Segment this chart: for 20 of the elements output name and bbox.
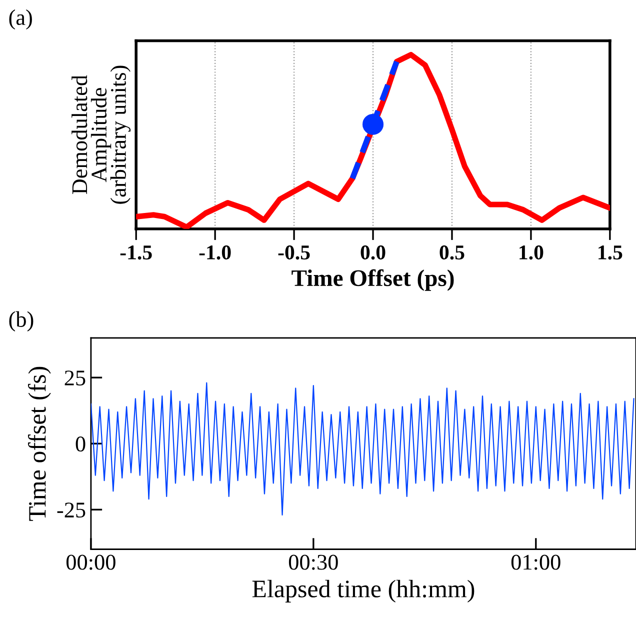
y-tick-label: 0 xyxy=(76,436,86,452)
x-tick-label: 0.5 xyxy=(440,245,464,260)
y-tick-label: -25 xyxy=(57,502,86,518)
x-tick-label: 1.0 xyxy=(520,245,544,260)
x-tick-label: -1.5 xyxy=(120,246,152,260)
x-tick-label: -0.5 xyxy=(278,245,310,260)
x-axis-title: Time Offset (ps) xyxy=(292,269,454,291)
x-tick-label: 00:30 xyxy=(288,554,338,570)
x-tick-label: 1.5 xyxy=(598,246,622,260)
x-tick-label: 0.0 xyxy=(360,245,386,260)
y-tick-label: 25 xyxy=(64,370,86,386)
y-axis-title: Demodulated Amplitude (arbitrary units) xyxy=(72,66,131,204)
text: (b) xyxy=(9,311,34,332)
x-tick-label: 01:00 xyxy=(511,554,560,570)
x-tick-label: -1.0 xyxy=(199,245,231,260)
text: (a) xyxy=(9,9,32,30)
line-series xyxy=(90,382,634,516)
x-tick-label: 00:00 xyxy=(66,554,116,570)
y-axis-title: Time offset (fs) xyxy=(28,366,51,521)
x-axis-title: Elapsed time (hh:mm) xyxy=(252,580,474,602)
